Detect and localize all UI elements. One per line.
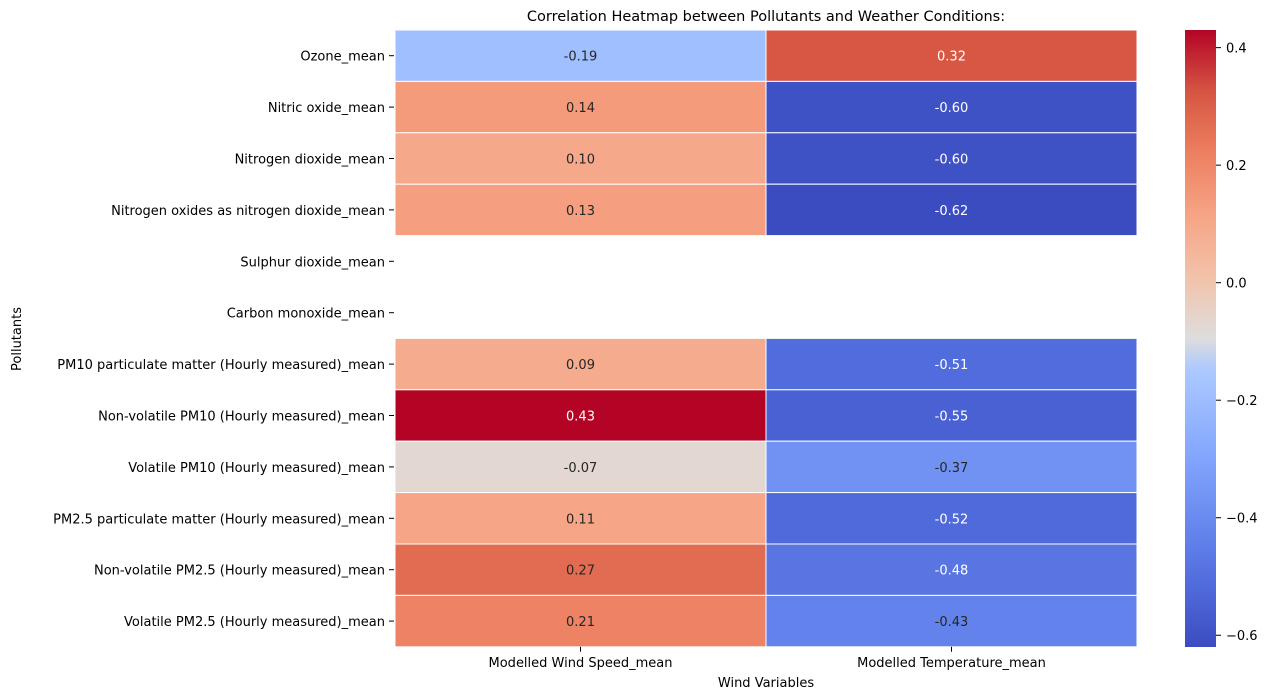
- y-tick-label: Non-volatile PM10 (Hourly measured)_mean: [98, 410, 385, 425]
- y-axis-label: Pollutants: [10, 307, 25, 371]
- cell-annotation: -0.48: [935, 564, 969, 579]
- y-tick-label: Nitrogen dioxide_mean: [235, 153, 385, 168]
- y-tick-label: Sulphur dioxide_mean: [240, 255, 385, 270]
- colorbar-tick-label: 0.4: [1226, 42, 1247, 57]
- y-tick-label: Carbon monoxide_mean: [227, 307, 385, 322]
- colorbar-ticks: −0.6 −0.4 −0.2 0.0 0.2 0.4: [1216, 42, 1258, 644]
- colorbar-tick-label: −0.2: [1226, 394, 1258, 409]
- heatmap-cell: [394, 80, 767, 134]
- colorbar-tick-label: −0.6: [1226, 629, 1258, 644]
- y-tick-label: Nitrogen oxides as nitrogen dioxide_mean: [111, 204, 385, 219]
- heatmap-cell: [394, 440, 767, 494]
- heatmap-cell: [394, 29, 767, 82]
- colorbar: [1185, 30, 1216, 647]
- heatmap-cell: [765, 492, 1138, 545]
- colorbar-tick-label: 0.0: [1226, 277, 1247, 292]
- cell-annotation: 0.21: [566, 615, 595, 630]
- y-tick-label: Nitric oxide_mean: [268, 101, 385, 116]
- heatmap-cell: [765, 132, 1138, 185]
- cell-annotation: -0.51: [935, 358, 969, 373]
- heatmap-cell: [765, 543, 1138, 596]
- y-tick-label: Volatile PM2.5 (Hourly measured)_mean: [124, 615, 385, 630]
- colorbar-tick-label: −0.4: [1226, 512, 1258, 527]
- heatmap-cell: [765, 594, 1138, 648]
- heatmap-cell: [394, 132, 767, 185]
- cell-annotation: 0.09: [566, 358, 595, 373]
- x-axis-label: Wind Variables: [718, 676, 814, 691]
- cell-annotation: -0.60: [935, 153, 969, 168]
- cell-annotation: -0.52: [935, 512, 969, 527]
- cell-annotation: 0.10: [566, 153, 595, 168]
- heatmap-cell: [394, 543, 767, 596]
- x-tick-label: Modelled Wind Speed_mean: [489, 656, 673, 671]
- cell-annotation: -0.60: [935, 101, 969, 116]
- y-tick-labels: Ozone_mean Nitric oxide_mean Nitrogen diox…: [53, 50, 394, 630]
- heatmap-cell: [765, 337, 1138, 391]
- x-tick-label: Modelled Temperature_mean: [857, 656, 1046, 671]
- cell-annotation: 0.13: [566, 204, 595, 219]
- heatmap-cell: [394, 594, 767, 648]
- cell-annotation: 0.32: [937, 50, 966, 65]
- heatmap-cell: [765, 440, 1138, 494]
- colorbar-tick-label: 0.2: [1226, 159, 1247, 174]
- heatmap-cells: -0.19 0.32 0.14 -0.60 0.10 -0.60 0.13 -0.62 0.09…: [394, 29, 1138, 648]
- cell-annotation: -0.19: [564, 50, 598, 65]
- cell-annotation: 0.27: [566, 564, 595, 579]
- y-tick-label: PM10 particulate matter (Hourly measured…: [57, 358, 385, 373]
- heatmap-cell: [765, 183, 1138, 237]
- cell-annotation: -0.07: [564, 461, 598, 476]
- chart-title: Correlation Heatmap between Pollutants a…: [527, 9, 1005, 25]
- heatmap-cell: [394, 183, 767, 237]
- cell-annotation: 0.43: [566, 410, 595, 425]
- y-tick-label: Volatile PM10 (Hourly measured)_mean: [128, 461, 385, 476]
- heatmap-cell: [765, 29, 1138, 82]
- cell-annotation: -0.55: [935, 410, 969, 425]
- y-tick-label: PM2.5 particulate matter (Hourly measure…: [53, 512, 385, 527]
- cell-annotation: 0.14: [566, 101, 595, 116]
- cell-annotation: -0.43: [935, 615, 969, 630]
- x-tick-labels: Modelled Wind Speed_mean Modelled Tempera…: [489, 646, 1046, 671]
- heatmap-cell: [765, 80, 1138, 134]
- cell-annotation: -0.37: [935, 461, 969, 476]
- y-tick-label: Ozone_mean: [300, 50, 385, 65]
- heatmap-cell: [765, 389, 1138, 442]
- cell-annotation: -0.62: [935, 204, 969, 219]
- heatmap-cell: [394, 492, 767, 545]
- y-tick-label: Non-volatile PM2.5 (Hourly measured)_mea…: [94, 564, 385, 579]
- cell-annotation: 0.11: [566, 512, 595, 527]
